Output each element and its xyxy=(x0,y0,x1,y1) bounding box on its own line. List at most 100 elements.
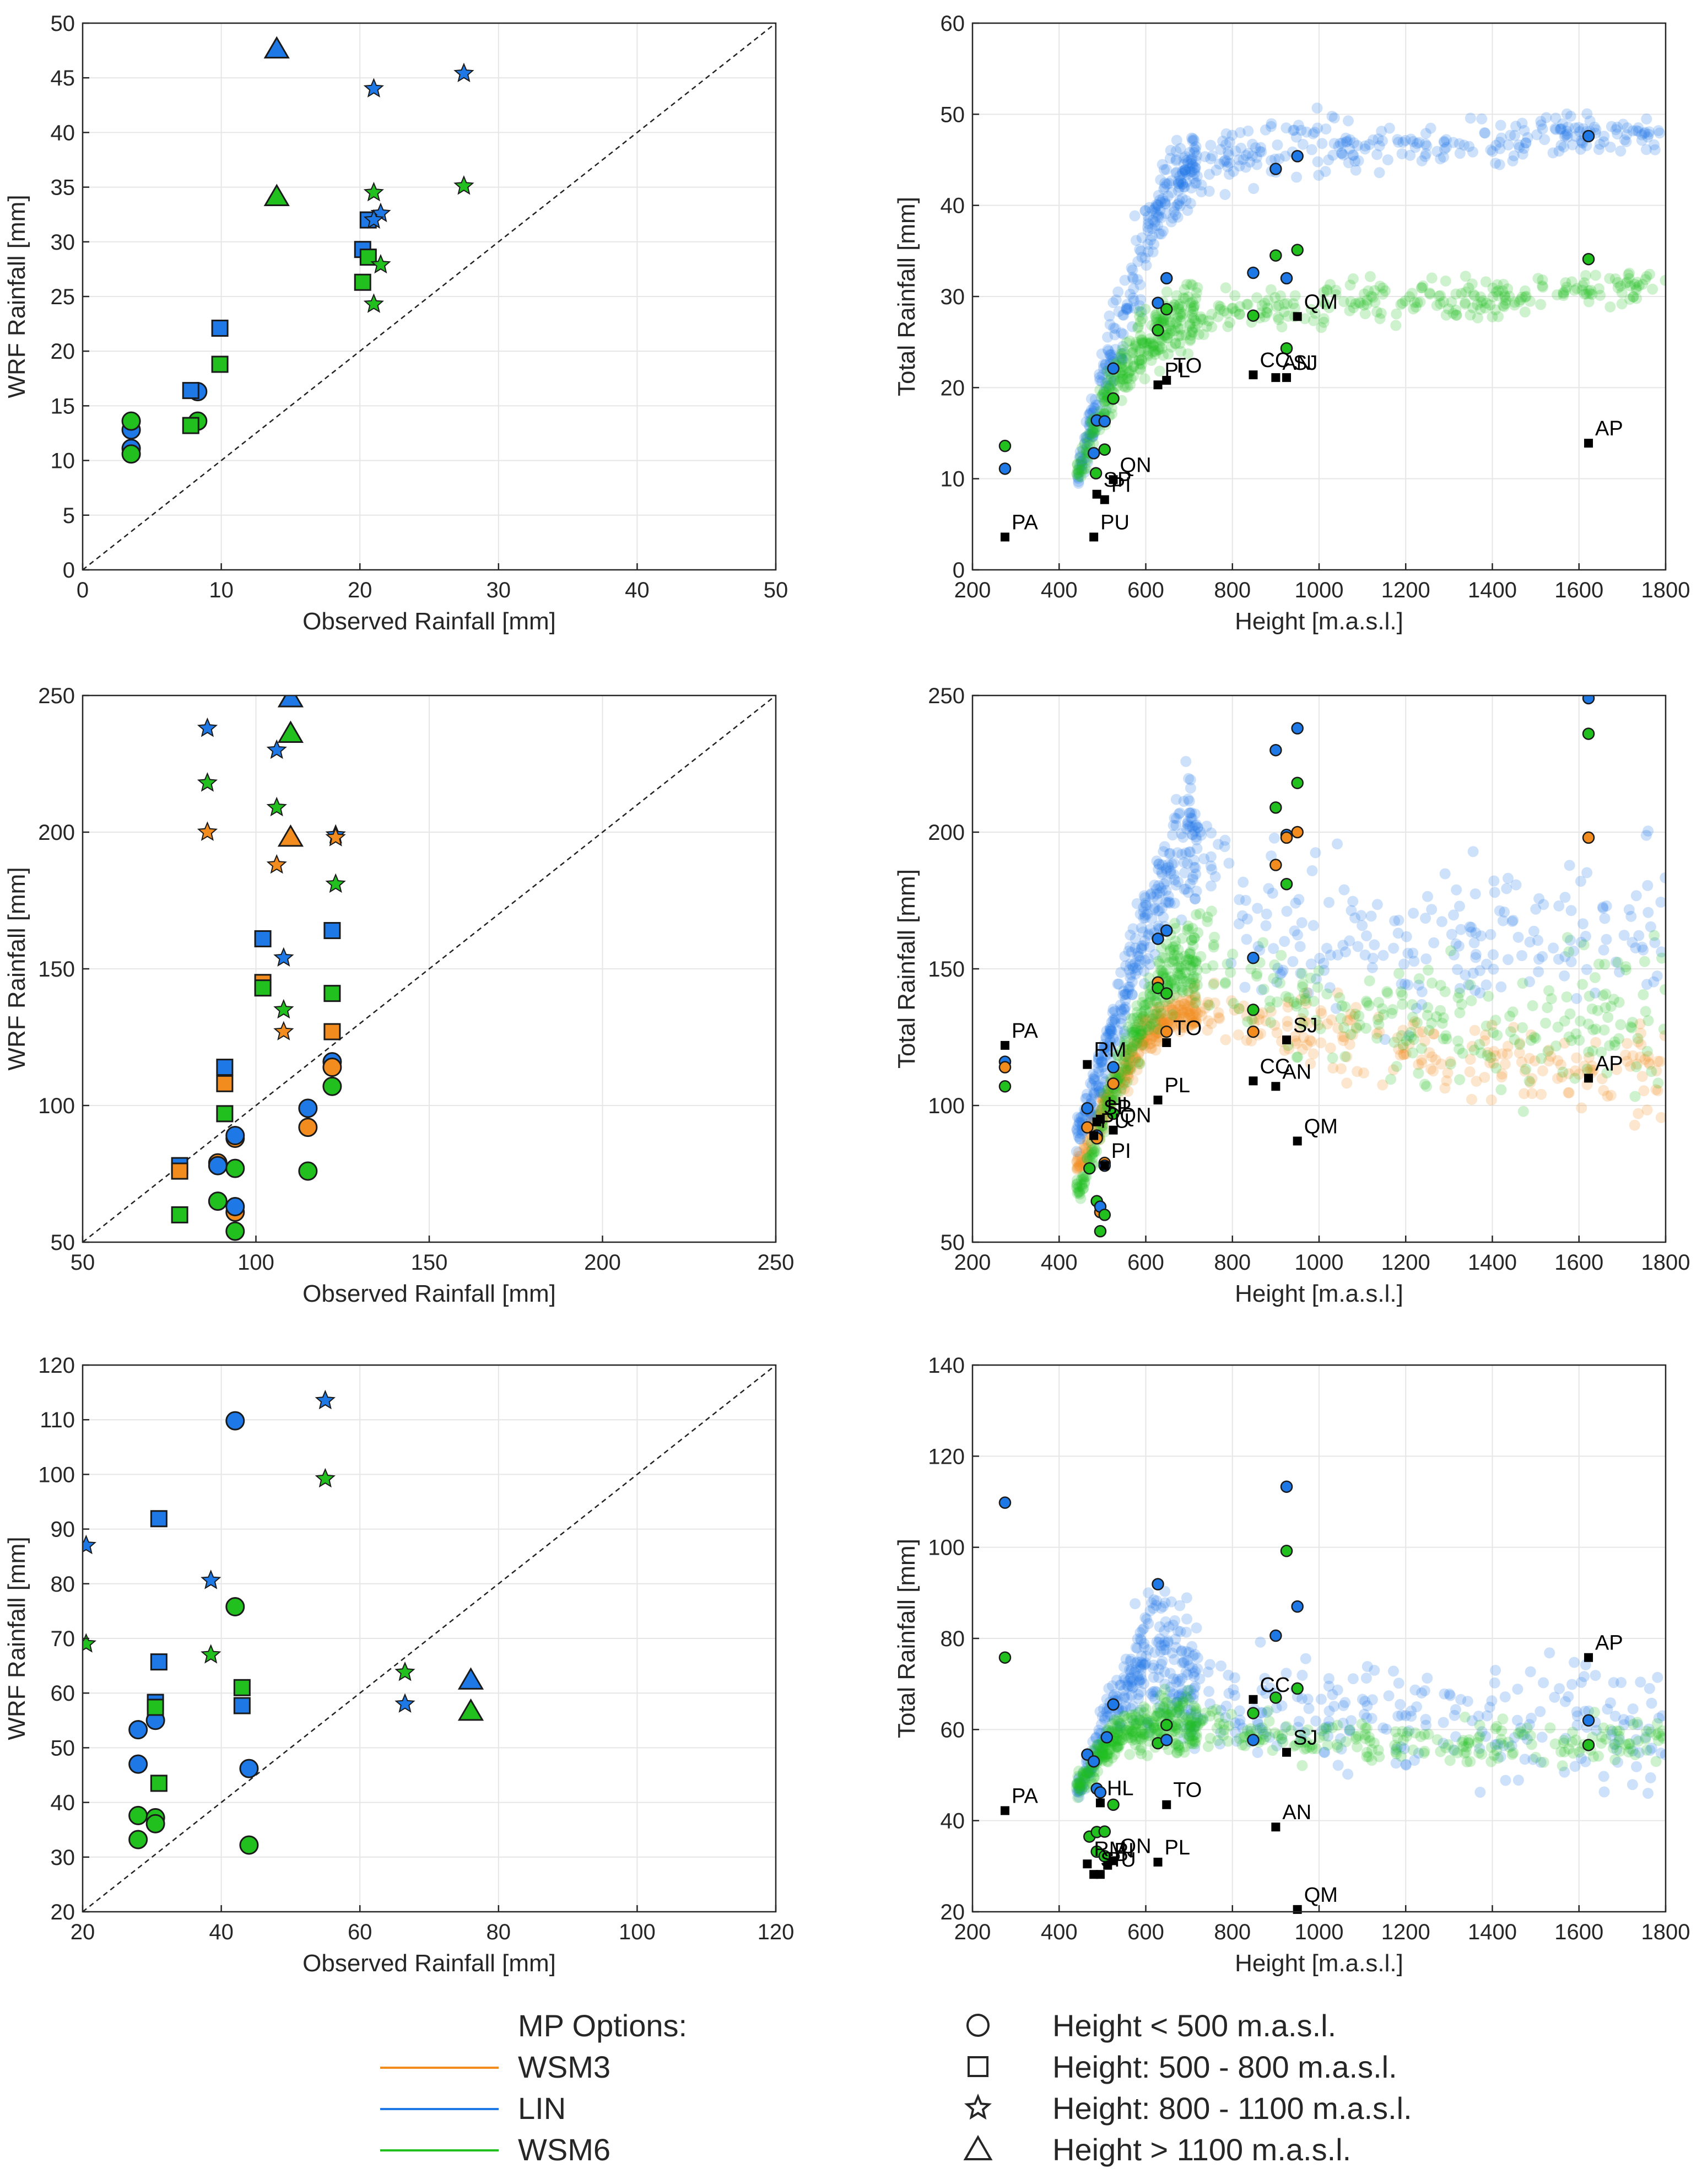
ensemble-point xyxy=(1604,1697,1616,1708)
ensemble-point xyxy=(1184,948,1196,959)
ensemble-point xyxy=(1475,291,1487,303)
ensemble-point xyxy=(1170,1633,1181,1645)
ensemble-point xyxy=(1652,1671,1663,1683)
ensemble-point xyxy=(1121,304,1133,315)
station-label: AN xyxy=(1282,352,1311,375)
ensemble-point xyxy=(1541,112,1552,123)
ensemble-point xyxy=(1600,1002,1611,1013)
ensemble-point xyxy=(1098,1088,1110,1099)
ensemble-point xyxy=(1470,952,1482,963)
ensemble-point xyxy=(1172,322,1184,333)
ensemble-point xyxy=(1162,332,1174,344)
ensemble-point xyxy=(1313,170,1325,181)
station-marker xyxy=(1083,1859,1092,1869)
ensemble-point xyxy=(1583,1047,1595,1058)
ensemble-point xyxy=(1204,1710,1215,1722)
ensemble-point xyxy=(1588,1064,1600,1076)
ensemble-point xyxy=(1173,944,1184,956)
ensemble-point xyxy=(1112,1723,1123,1735)
ensemble-point xyxy=(1077,1183,1089,1195)
ensemble-point xyxy=(1139,912,1151,924)
ensemble-point xyxy=(1084,1151,1095,1162)
ensemble-point xyxy=(1436,1017,1448,1029)
ensemble-point xyxy=(1087,1079,1098,1091)
ensemble-point xyxy=(1600,1733,1612,1745)
data-point-wsm6-star xyxy=(201,1644,221,1664)
ensemble-point xyxy=(1100,386,1112,397)
ensemble-point xyxy=(1163,177,1175,189)
ensemble-point xyxy=(1588,1751,1599,1762)
ensemble-point xyxy=(1430,1054,1441,1066)
ensemble-point xyxy=(1474,1039,1485,1050)
ensemble-point xyxy=(1203,1000,1215,1011)
ensemble-point xyxy=(1330,289,1342,300)
ensemble-point xyxy=(1560,277,1571,288)
ensemble-point xyxy=(1596,1073,1608,1085)
legend-circle-icon xyxy=(966,2014,990,2037)
ensemble-point xyxy=(1585,284,1597,296)
ensemble-point xyxy=(1102,331,1114,343)
ensemble-point xyxy=(1167,829,1179,841)
ensemble-point xyxy=(1140,1015,1151,1027)
ensemble-point xyxy=(1098,1095,1109,1107)
model-point-wsm6 xyxy=(1247,1707,1260,1719)
ensemble-point xyxy=(1344,1014,1356,1026)
ensemble-point xyxy=(1087,431,1098,443)
chart-bottom-left: 20 40 60 80 100 1202030405060708090100110120O… xyxy=(3,1353,794,1977)
ensemble-point xyxy=(1175,143,1186,154)
ensemble-point xyxy=(1488,1750,1500,1761)
ensemble-point xyxy=(1271,301,1282,312)
ensemble-point xyxy=(1342,1015,1353,1026)
ensemble-point xyxy=(1594,138,1606,150)
ensemble-point xyxy=(1153,1036,1165,1047)
ensemble-point xyxy=(1174,1745,1185,1756)
ensemble-point xyxy=(1450,288,1462,300)
ensemble-point xyxy=(1125,1673,1136,1685)
ensemble-point xyxy=(1182,819,1194,831)
ensemble-point xyxy=(1180,164,1191,175)
ensemble-point xyxy=(1299,988,1310,999)
ensemble-point xyxy=(1366,1694,1378,1706)
ensemble-point xyxy=(1112,1049,1123,1061)
ensemble-point xyxy=(1395,986,1407,997)
ensemble-point xyxy=(1576,1102,1587,1114)
ensemble-point xyxy=(1160,1616,1171,1627)
x-tick-label: 150 xyxy=(411,1250,448,1275)
ensemble-point xyxy=(1157,1655,1168,1667)
ensemble-point xyxy=(1125,1672,1137,1684)
ensemble-point xyxy=(1125,1655,1136,1667)
ensemble-point xyxy=(1315,1694,1327,1705)
ensemble-point xyxy=(1174,338,1186,349)
ensemble-point xyxy=(1128,283,1139,294)
ensemble-point xyxy=(1503,872,1514,884)
ensemble-point xyxy=(1088,1073,1099,1085)
ensemble-point xyxy=(1134,1744,1146,1756)
ensemble-point xyxy=(1176,1645,1187,1657)
ensemble-point xyxy=(1190,322,1201,333)
ensemble-point xyxy=(1454,1007,1466,1018)
ensemble-point xyxy=(1438,1033,1449,1045)
ensemble-point xyxy=(1143,1024,1154,1036)
ensemble-point xyxy=(1136,1007,1147,1019)
ensemble-point xyxy=(1118,1003,1130,1015)
ensemble-point xyxy=(1493,290,1504,301)
ensemble-point xyxy=(1268,832,1280,844)
ensemble-point xyxy=(1074,1188,1085,1200)
ensemble-point xyxy=(1179,951,1191,962)
ensemble-point xyxy=(1120,1075,1131,1086)
ensemble-point xyxy=(1138,1638,1150,1649)
data-point-wsm6-circle xyxy=(121,444,141,464)
station-label: SP xyxy=(1104,1096,1132,1119)
ensemble-point xyxy=(1133,1032,1145,1044)
ensemble-point xyxy=(1170,317,1182,329)
ensemble-point xyxy=(1280,991,1292,1002)
ensemble-point xyxy=(1184,1001,1196,1012)
ensemble-point xyxy=(1168,819,1179,831)
ensemble-point xyxy=(1185,333,1196,345)
ensemble-point xyxy=(1264,1732,1275,1743)
ensemble-point xyxy=(1474,1743,1485,1754)
y-tick-label: 35 xyxy=(51,176,75,200)
ensemble-point xyxy=(1389,915,1401,926)
ensemble-point xyxy=(1202,1024,1213,1036)
ensemble-point xyxy=(1609,273,1621,284)
